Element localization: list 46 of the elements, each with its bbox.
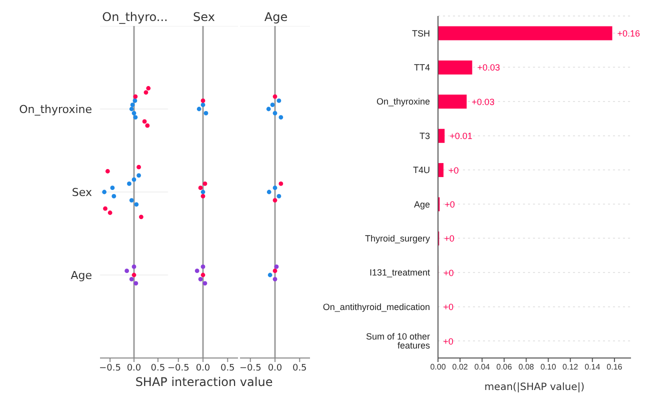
x-tick-label: 0.02: [452, 362, 468, 372]
y-tick-label: On_thyroxine: [19, 102, 92, 116]
x-tick-label: 0.08: [518, 362, 535, 372]
x-axis-title: mean(|SHAP value|): [484, 382, 585, 393]
x-tick-label: −0.5: [167, 363, 190, 374]
data-label: +0.01: [450, 131, 472, 142]
chart-title: On_thyro...: [101, 10, 169, 24]
y-tick-label: TT4: [414, 62, 430, 72]
x-tick-label: 0.0: [196, 363, 210, 374]
data-label: +0.16: [617, 28, 640, 38]
y-tick-label: Sex: [72, 186, 92, 199]
y-tick-label: Age: [414, 199, 430, 210]
chart-title: Sex: [192, 10, 216, 24]
data-label: +0: [443, 336, 454, 346]
data-label: +0: [448, 165, 459, 176]
data-label: +0: [443, 302, 454, 312]
y-tick-label: T3: [419, 130, 430, 141]
data-label: +0: [444, 268, 454, 278]
x-tick-label: −0.5: [99, 363, 121, 374]
y-tick-label: Age: [70, 268, 92, 282]
x-tick-label: 0.04: [474, 362, 490, 372]
x-tick-label: 0.5: [292, 363, 307, 374]
data-label: +0: [444, 199, 455, 210]
x-tick-label: 0.12: [562, 362, 579, 372]
x-tick-label: 0.16: [606, 362, 623, 372]
x-tick-label: 0.0: [126, 363, 142, 374]
data-label: +0.03: [477, 62, 500, 73]
y-tick-label: Sum of 10 other features: [366, 332, 430, 351]
x-tick-label: 0.5: [220, 363, 235, 374]
x-tick-label: 0.00: [430, 362, 446, 372]
x-tick-label: −0.5: [239, 363, 262, 374]
x-tick-label: 0.0: [268, 363, 282, 374]
chart-title: Age: [263, 10, 289, 24]
x-tick-label: 0.14: [584, 362, 601, 372]
x-tick-label: 0.06: [496, 362, 513, 372]
y-tick-label: On_thyroxine: [376, 96, 430, 107]
x-tick-label: 0.5: [150, 363, 166, 374]
y-tick-label: Thyroid_surgery: [364, 233, 430, 244]
y-tick-label: TSH: [412, 28, 430, 38]
data-label: +0: [444, 234, 454, 244]
y-tick-label: On_antithyroid_medication: [322, 302, 430, 312]
x-axis-title: SHAP interaction value: [135, 375, 273, 389]
data-label: +0.03: [472, 96, 494, 107]
y-tick-label: T4U: [412, 165, 430, 176]
y-tick-label: I131_treatment: [369, 268, 430, 278]
x-tick-label: 0.10: [540, 362, 557, 372]
